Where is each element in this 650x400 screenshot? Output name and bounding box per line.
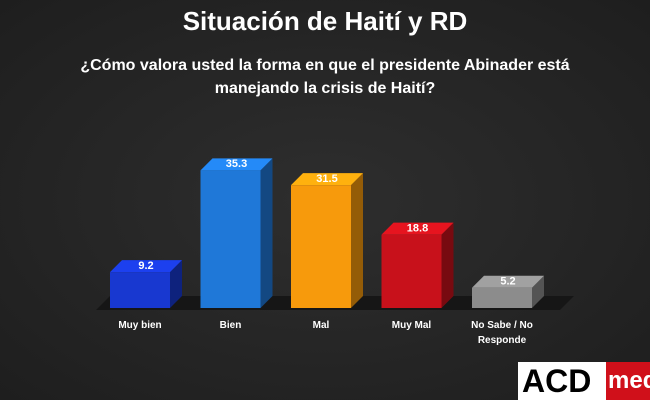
x-tick-label: Muy bien [118,320,162,331]
chart-subtitle: ¿Cómo valora usted la forma en que el pr… [80,57,570,97]
x-tick-label: No Sabe / No Responde [471,320,533,346]
bar [110,272,170,308]
x-tick-label: Mal [312,320,330,331]
bar [381,234,442,308]
x-tick-label: Muy Mal [391,320,432,331]
bar-top [472,275,544,288]
bar-top [381,222,454,235]
bar-side [351,173,363,308]
bar [200,170,261,308]
bar-top [110,260,182,273]
value-label: 5.2 [500,276,515,288]
logo: ACD med [518,362,650,400]
bar [472,287,532,308]
value-label: 18.8 [407,223,428,235]
chart-title: Situación de Haití y RD [182,6,468,36]
logo-main: ACD [522,363,592,399]
value-label: 35.3 [226,158,247,170]
bar-side [441,222,454,308]
bar-side [532,275,544,308]
bar [291,185,351,308]
value-label: 31.5 [316,173,337,185]
bar-top [291,173,363,186]
bar-top [200,158,273,171]
bar-side [170,260,182,308]
logo-sub: med [606,362,650,400]
x-tick-label: Bien [219,320,242,331]
value-label: 9.2 [138,260,153,272]
bar-side [260,158,273,308]
